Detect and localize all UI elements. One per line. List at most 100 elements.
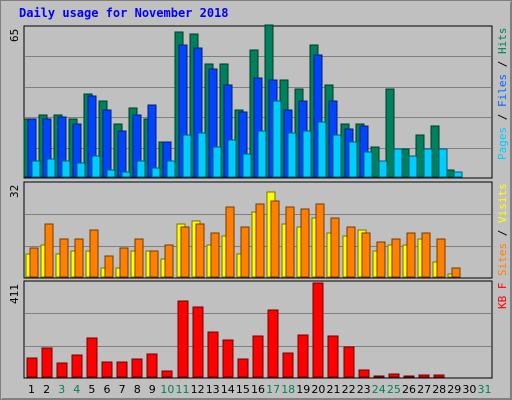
visits-bar-sites-day-27 [421,232,431,278]
hits-bar-pages-day-22 [348,141,358,178]
hits-bar-files-day-9 [147,104,157,178]
visits-bar-sites-day-26 [406,232,416,278]
hits-bar-pages-day-24 [378,160,388,178]
x-tick-label-day-13: 13 [206,383,220,396]
hits-bar-pages-day-7 [121,171,131,178]
x-tick-label-day-1: 1 [28,383,35,396]
kbytes-panel-legend: KB F [496,283,509,310]
visits-bar-sites-day-28 [436,238,446,278]
kbytes-bar-kb-f-day-15 [237,358,249,378]
x-tick-label-day-17: 17 [266,383,280,396]
visits-bar-sites-day-9 [149,250,159,278]
visits-panel-legend: Sites / Visits [496,183,509,276]
visits-bar-sites-day-7 [119,247,129,278]
hits-bar-pages-day-19 [302,130,312,178]
visits-bar-sites-day-13 [210,232,220,278]
chart-title: Daily usage for November 2018 [19,6,229,20]
kbytes-bar-kb-f-day-6 [101,361,113,378]
x-tick-label-day-6: 6 [104,383,111,396]
hits-bar-pages-day-5 [91,155,101,178]
kbytes-bar-kb-f-day-13 [207,331,219,378]
x-tick-label-day-2: 2 [43,383,50,396]
kbytes-legend-part [496,289,509,296]
visits-bar-sites-day-12 [195,223,205,278]
hits-panel-legend: Pages / Files / Hits [496,28,509,161]
frame-shadow-right [510,2,512,400]
kbytes-bar-kb-f-day-12 [192,306,204,378]
hits-bar-pages-day-26 [408,155,418,178]
hits-bar-files-day-6 [102,109,112,178]
kbytes-bar-kb-f-day-14 [222,339,234,378]
visits-ymax-label: 32 [8,184,21,198]
x-tick-label-day-20: 20 [311,383,325,396]
x-tick-label-day-10: 10 [160,383,174,396]
kbytes-bar-kb-f-day-22 [343,346,355,378]
hits-legend-part: Pages [496,126,509,160]
visits-bar-sites-day-22 [346,226,356,278]
x-tick-label-day-21: 21 [327,383,341,396]
kbytes-bar-kb-f-day-28 [433,374,445,378]
hits-legend-part: Files [496,73,509,107]
visits-bar-sites-day-14 [225,206,235,278]
x-tick-label-day-22: 22 [342,383,356,396]
visits-bar-sites-day-19 [300,208,310,278]
kbytes-bar-kb-f-day-21 [327,335,339,378]
visits-bar-sites-day-3 [59,238,69,278]
hits-bar-pages-day-9 [151,167,161,178]
kbytes-bar-kb-f-day-2 [41,347,53,378]
kbytes-bar-kb-f-day-7 [116,361,128,378]
kbytes-bar-kb-f-day-3 [56,362,68,378]
hits-bar-pages-day-2 [46,158,56,178]
hits-bar-hits-day-25 [385,88,395,178]
visits-bar-sites-day-6 [104,255,114,278]
hits-bar-pages-day-6 [106,169,116,178]
hits-bar-pages-day-3 [61,160,71,178]
kbytes-bar-kb-f-day-17 [267,309,279,378]
visits-legend-part: / [496,223,509,243]
hits-bar-pages-day-29 [453,171,463,178]
x-tick-label-day-14: 14 [221,383,235,396]
visits-bar-sites-day-24 [376,241,386,278]
visits-bar-sites-day-1 [29,247,39,278]
hits-bar-pages-day-15 [242,153,252,178]
kbytes-bar-kb-f-day-8 [131,358,143,378]
x-tick-label-day-19: 19 [296,383,310,396]
kbytes-bar-kb-f-day-19 [297,334,309,378]
kbytes-bar-kb-f-day-9 [146,353,158,378]
visits-bar-sites-day-2 [44,223,54,278]
visits-bar-sites-day-5 [89,229,99,278]
kbytes-bar-kb-f-day-4 [71,354,83,378]
hits-bar-pages-day-27 [423,148,433,178]
x-tick-label-day-28: 28 [432,383,446,396]
x-tick-label-day-26: 26 [402,383,416,396]
kbytes-bar-kb-f-day-25 [388,373,400,378]
x-tick-label-day-18: 18 [281,383,295,396]
hits-bar-pages-day-25 [393,148,403,178]
hits-bar-pages-day-12 [197,132,207,178]
hits-bar-pages-day-21 [332,134,342,178]
hits-bar-pages-day-28 [438,148,448,178]
hits-bar-pages-day-13 [212,146,222,178]
kbytes-bar-kb-f-day-26 [403,375,415,378]
hits-bar-pages-day-16 [257,130,267,178]
hits-bar-pages-day-4 [76,162,86,178]
x-tick-label-day-7: 7 [119,383,126,396]
x-tick-label-day-4: 4 [73,383,80,396]
hits-bar-pages-day-17 [272,100,282,178]
visits-legend-part: Visits [496,183,509,223]
x-tick-label-day-3: 3 [58,383,65,396]
hits-bar-pages-day-14 [227,139,237,178]
kbytes-bar-kb-f-day-11 [177,300,189,378]
visits-bar-sites-day-17 [270,200,280,278]
kbytes-legend-part: F [496,282,509,290]
visits-bar-sites-day-10 [164,244,174,278]
hits-bar-pages-day-1 [31,160,41,178]
visits-bar-sites-day-8 [134,238,144,278]
kbytes-bar-kb-f-day-24 [373,375,385,378]
hits-bar-pages-day-11 [182,134,192,178]
kbytes-bar-kb-f-day-10 [161,370,173,378]
hits-legend-part: Hits [496,27,509,55]
visits-bar-sites-day-29 [451,267,461,278]
hits-bar-pages-day-20 [317,121,327,178]
